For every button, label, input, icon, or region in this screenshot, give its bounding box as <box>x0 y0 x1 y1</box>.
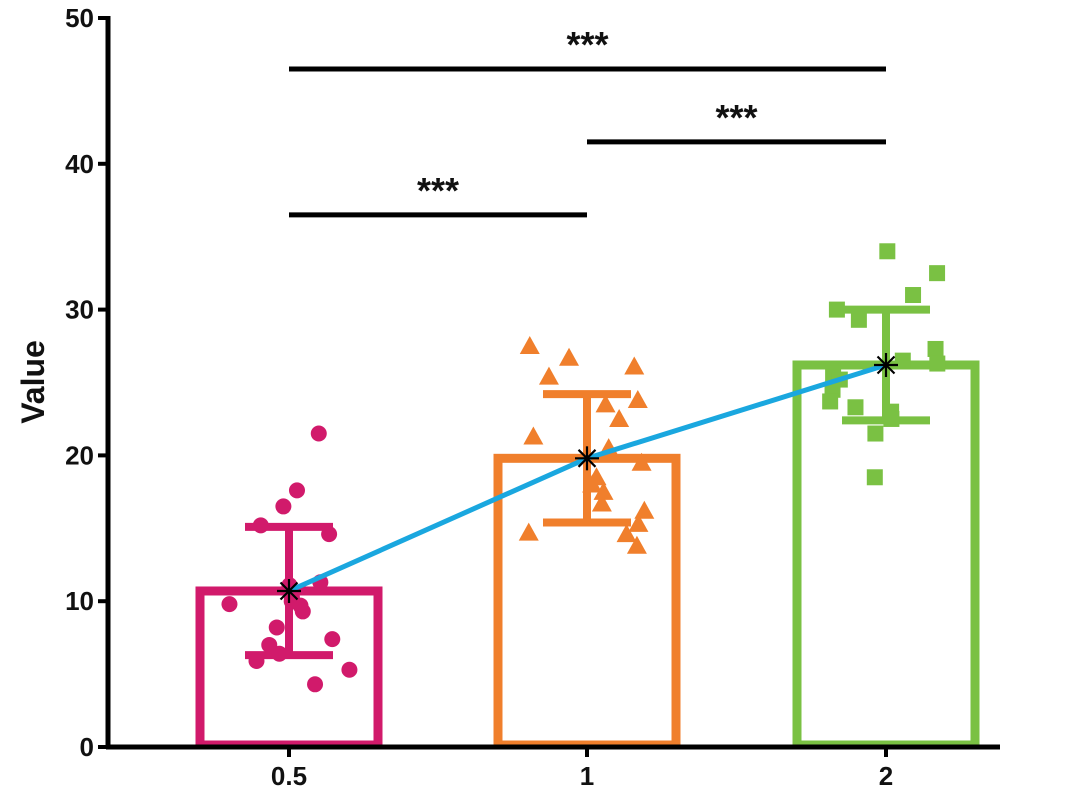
data-point-2 <box>894 352 911 369</box>
data-point-0.5 <box>307 676 324 693</box>
data-point-1 <box>624 356 645 375</box>
data-point-2 <box>867 425 884 442</box>
data-point-1 <box>518 522 539 541</box>
y-tick-label: 10 <box>65 586 94 616</box>
data-point-2 <box>929 265 946 282</box>
data-point-1 <box>591 493 612 512</box>
data-point-1 <box>627 389 648 408</box>
data-point-1 <box>593 481 614 500</box>
x-tick-label: 1 <box>580 761 594 791</box>
data-point-0.5 <box>288 482 305 499</box>
data-point-1 <box>519 336 540 355</box>
y-tick-label: 30 <box>65 295 94 325</box>
data-point-1 <box>609 408 630 427</box>
data-point-2 <box>828 301 845 318</box>
data-point-1 <box>523 426 544 445</box>
data-point-2 <box>822 393 839 410</box>
data-point-1 <box>559 347 580 366</box>
significance-label: *** <box>566 24 608 65</box>
mean-marker-2 <box>874 353 898 378</box>
data-point-2 <box>905 287 922 304</box>
data-point-1 <box>626 535 647 554</box>
data-point-2 <box>927 340 944 357</box>
y-tick-label: 40 <box>65 149 94 179</box>
data-point-1 <box>616 524 637 543</box>
mean-marker-1 <box>575 446 599 471</box>
data-point-1 <box>595 394 616 413</box>
data-point-1 <box>634 500 655 519</box>
data-point-2 <box>929 355 946 372</box>
data-point-0.5 <box>221 596 238 613</box>
y-axis-label: Value <box>15 340 51 424</box>
data-point-0.5 <box>268 619 285 636</box>
data-point-2 <box>847 399 864 416</box>
data-point-2 <box>850 311 867 328</box>
significance-label: *** <box>417 170 459 211</box>
data-point-0.5 <box>294 603 311 620</box>
data-point-2 <box>879 243 896 260</box>
data-point-1 <box>538 366 559 385</box>
data-point-2 <box>866 469 883 486</box>
data-point-1 <box>628 513 649 532</box>
data-point-0.5 <box>275 498 292 515</box>
y-tick-label: 50 <box>65 3 94 33</box>
x-tick-label: 0.5 <box>271 761 307 791</box>
y-tick-label: 0 <box>80 732 94 762</box>
data-point-0.5 <box>341 661 358 678</box>
data-point-0.5 <box>324 631 341 648</box>
significance-label: *** <box>715 97 757 138</box>
x-tick-label: 2 <box>879 761 893 791</box>
data-point-0.5 <box>310 425 327 442</box>
data-point-1 <box>631 452 652 471</box>
y-tick-label: 20 <box>65 440 94 470</box>
mean-marker-0.5 <box>277 578 301 603</box>
